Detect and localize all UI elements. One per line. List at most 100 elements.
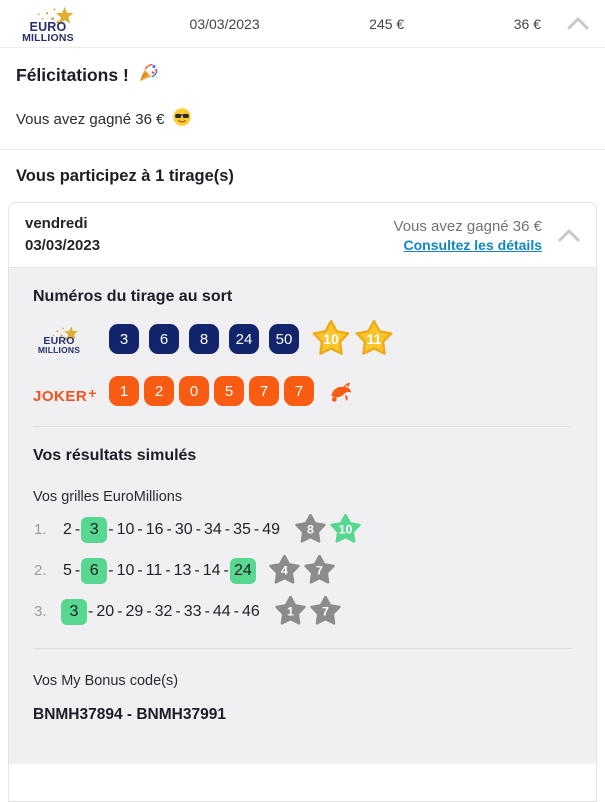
joker-number-ball: 2: [144, 376, 174, 406]
number-separator: -: [108, 520, 114, 538]
number-separator: -: [108, 561, 114, 579]
number-separator: -: [175, 602, 181, 620]
grid-number: 30: [174, 520, 193, 538]
svg-text:4: 4: [281, 563, 288, 577]
grid-number-matched: 3: [61, 598, 87, 625]
euromillions-logo-stars-icon: [37, 6, 74, 25]
card-chevron-up-icon[interactable]: [558, 229, 580, 242]
draw-card-body: Numéros du tirage au sort EURO MILLIONS: [9, 267, 596, 764]
joker-logo-word: JOKER: [33, 388, 88, 405]
grid-number: 44: [212, 602, 231, 620]
grid-number: 29: [125, 602, 144, 620]
drawn-star: 10: [312, 320, 350, 358]
grids-list: 1. 2-3-10-16-30-34-35-49 8 10 2. 5-6-10-11-13…: [9, 509, 596, 632]
number-separator: -: [74, 520, 81, 538]
joker-number-ball: 7: [249, 376, 279, 406]
divider: [33, 648, 572, 649]
euromillions-logo-stars-icon: [52, 325, 79, 340]
logo-word-euro: EURO: [29, 19, 67, 34]
number-separator: -: [88, 602, 94, 620]
grid-number: 2: [63, 520, 72, 538]
number-separator: -: [194, 561, 200, 579]
bonus-codes-value: BNMH37894 - BNMH37991: [33, 706, 226, 723]
grid-number: 33: [183, 602, 202, 620]
congrats-title: Félicitations !: [16, 62, 589, 89]
number-separator: -: [117, 602, 123, 620]
logo-word-millions: MILLIONS: [22, 32, 74, 44]
joker-number-ball: 1: [109, 376, 139, 406]
congrats-section: Félicitations ! Vous avez gagné 36 €: [0, 48, 605, 149]
joker-number-ball: 5: [214, 376, 244, 406]
chevron-up-icon[interactable]: [567, 17, 589, 30]
joker-mascot-icon: [328, 378, 355, 405]
drawn-number-ball: 6: [149, 324, 179, 354]
number-separator: -: [146, 602, 152, 620]
drawn-number-ball: 3: [109, 324, 139, 354]
joker-number-ball: 0: [179, 376, 209, 406]
grid-row: 1. 2-3-10-16-30-34-35-49 8 10: [9, 509, 596, 550]
grid-number: 32: [154, 602, 173, 620]
draw-numbers-title: Numéros du tirage au sort: [33, 288, 233, 305]
number-separator: -: [253, 520, 260, 538]
euromillions-number-list: 3 6 8 24 50: [109, 324, 299, 354]
draw-date: 03/03/2023: [189, 15, 260, 32]
grid-star-matched: 10: [330, 514, 361, 545]
euromillions-logo-small: EURO MILLIONS: [33, 324, 85, 355]
simulated-results-title: Vos résultats simulés: [33, 447, 197, 464]
grid-number: 34: [203, 520, 222, 538]
grid-numbers: 5-6-10-11-13-14-24: [61, 557, 256, 584]
number-separator: -: [224, 520, 231, 538]
divider: [33, 426, 572, 427]
grid-star: 8: [295, 514, 326, 545]
svg-text:10: 10: [339, 522, 353, 536]
grid-star: 7: [310, 596, 341, 627]
congrats-subtitle: Vous avez gagné 36 €: [16, 107, 589, 131]
grid-star: 4: [269, 555, 300, 586]
participation-section: Vous participez à 1 tirage(s): [0, 149, 605, 202]
number-separator: -: [137, 520, 143, 538]
grid-number: 5: [63, 561, 72, 579]
drawn-number-ball: 24: [229, 324, 259, 354]
sunglasses-emoji: [172, 107, 192, 131]
grid-number-matched: 6: [81, 557, 108, 584]
draw-card-header[interactable]: vendredi 03/03/2023 Vous avez gagné 36 €…: [9, 203, 596, 267]
euromillions-draw-row: EURO MILLIONS 3 6 8 24 50 10 11: [33, 320, 596, 358]
winnings-amount: 36 €: [513, 15, 542, 32]
details-link[interactable]: Consultez les détails: [403, 236, 542, 253]
number-separator: -: [74, 561, 81, 579]
grid-number: 10: [116, 561, 135, 579]
congrats-subtitle-text: Vous avez gagné 36 €: [16, 110, 165, 128]
grid-row: 2. 5-6-10-11-13-14-24 4 7: [9, 550, 596, 591]
stake-amount: 245 €: [369, 15, 405, 32]
euromillions-star-list: 10 11: [312, 320, 393, 358]
svg-text:10: 10: [323, 332, 339, 348]
number-separator: -: [165, 561, 171, 579]
drawn-number-ball: 50: [269, 324, 299, 354]
draw-card-date-block: vendredi 03/03/2023: [25, 213, 100, 257]
grid-index: 3.: [34, 603, 47, 620]
grid-number-matched: 24: [229, 557, 256, 584]
grid-index: 1.: [34, 521, 47, 538]
bonus-codes-title: Vos My Bonus code(s): [33, 673, 179, 689]
joker-logo-plus: +: [88, 385, 97, 401]
congrats-title-text: Félicitations !: [16, 65, 129, 85]
grid-row: 3. 3-20-29-32-33-44-46 1 7: [9, 591, 596, 632]
draw-card-date: 03/03/2023: [25, 237, 101, 254]
draw-day: vendredi: [25, 215, 88, 232]
summary-accordion-header[interactable]: EURO MILLIONS 03/03/2023 245 € 36 €: [0, 0, 605, 48]
grid-number: 14: [202, 561, 221, 579]
number-separator: -: [233, 602, 239, 620]
drawn-star: 11: [355, 320, 393, 358]
number-separator: -: [137, 561, 143, 579]
grid-index: 2.: [34, 562, 47, 579]
grid-number: 20: [96, 602, 115, 620]
euromillions-logo: EURO MILLIONS: [16, 4, 80, 44]
grid-numbers: 2-3-10-16-30-34-35-49: [61, 516, 282, 543]
number-separator: -: [166, 520, 172, 538]
number-separator: -: [195, 520, 201, 538]
svg-text:7: 7: [322, 604, 329, 618]
logo-word-millions: MILLIONS: [37, 345, 81, 355]
